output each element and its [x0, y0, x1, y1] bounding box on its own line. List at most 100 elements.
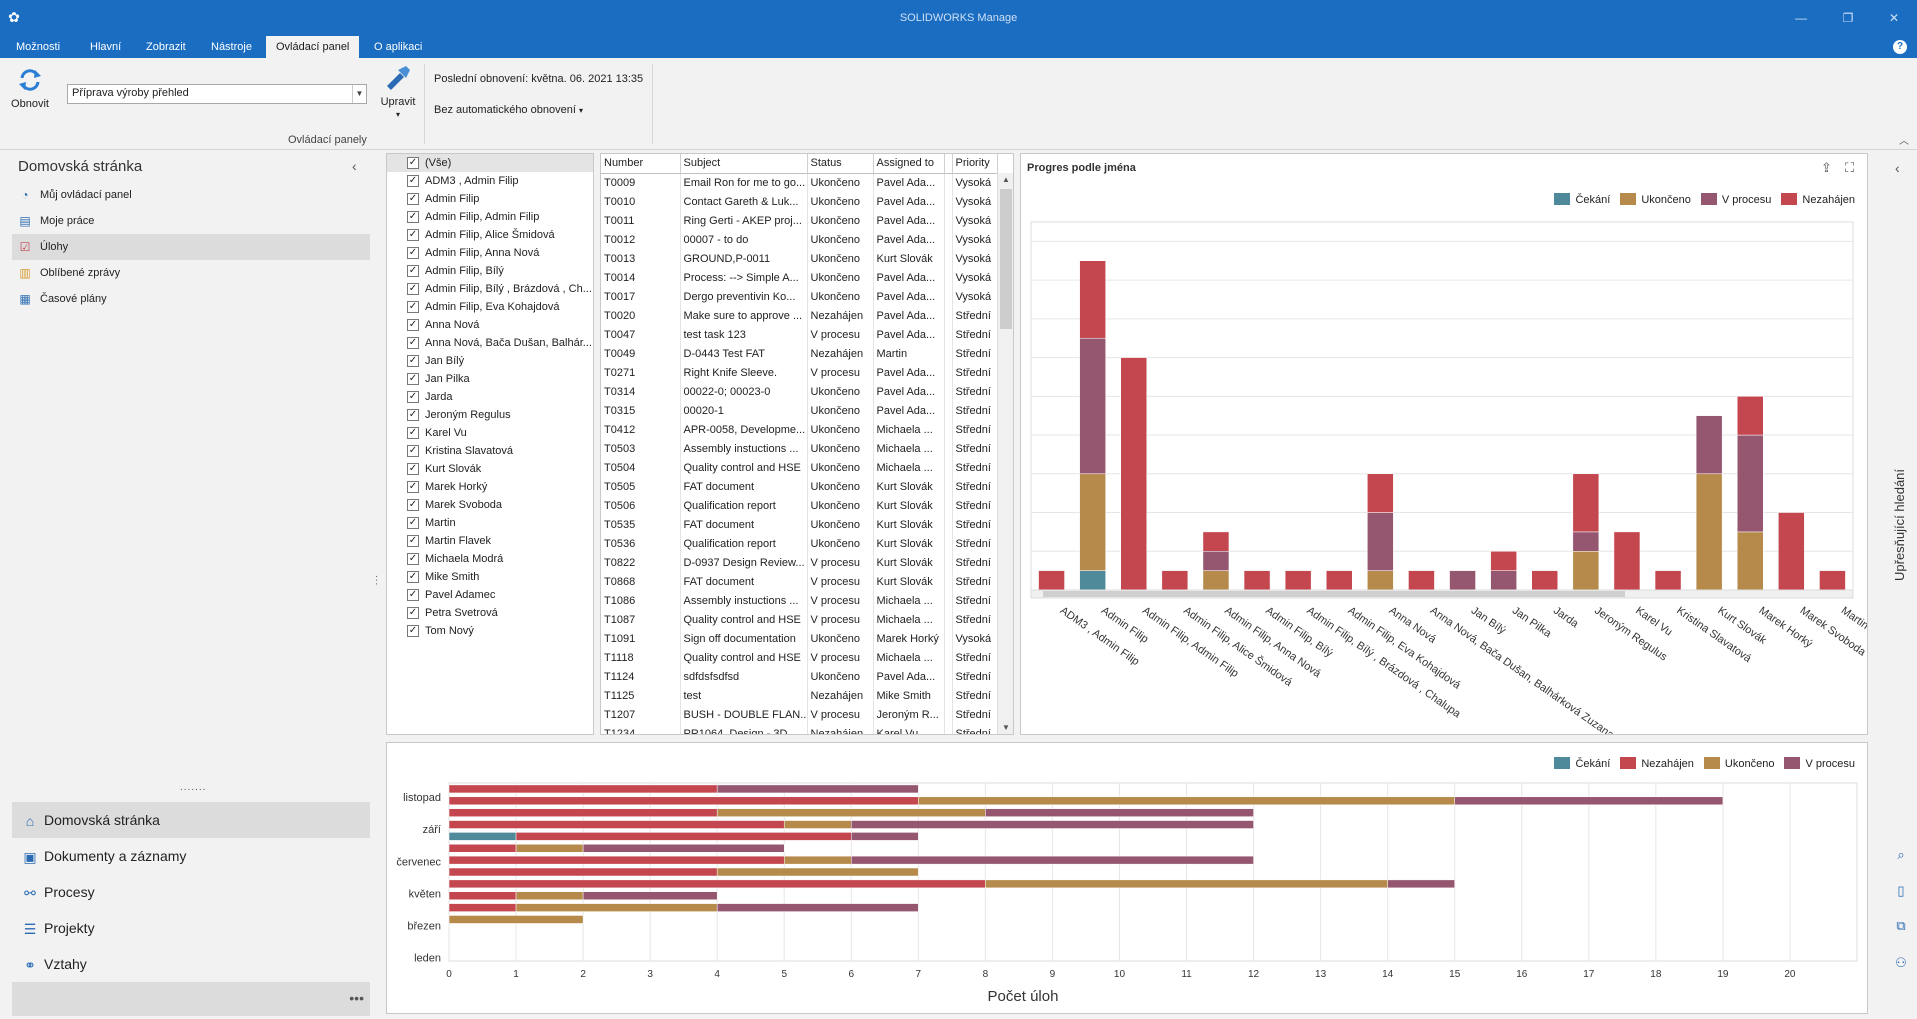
checkbox[interactable]: ✓	[407, 175, 419, 187]
checkbox[interactable]: ✓	[407, 373, 419, 385]
help-icon[interactable]: ?	[1893, 40, 1907, 54]
checkbox[interactable]: ✓	[407, 625, 419, 637]
filter-item[interactable]: ✓ Admin Filip, Alice Šmidová	[387, 226, 593, 244]
nav-documents[interactable]: ▣ Dokumenty a záznamy	[12, 838, 370, 874]
table-row[interactable]: T0271 Right Knife Sleeve. V procesu Pavel A…	[601, 363, 998, 382]
checkbox[interactable]: ✓	[407, 481, 419, 493]
table-row[interactable]: T0013 GROUND,P-0011 Ukončeno Kurt Slovák Vys…	[601, 249, 998, 268]
checkbox[interactable]: ✓	[407, 265, 419, 277]
filter-item[interactable]: ✓ Martin	[387, 514, 593, 532]
filter-item[interactable]: ✓ Admin Filip, Anna Nová	[387, 244, 593, 262]
table-row[interactable]: T0315 00020-1 Ukončeno Pavel Ada... Střední	[601, 401, 998, 420]
table-row[interactable]: T0535 FAT document Ukončeno Kurt Slovák Stře…	[601, 515, 998, 534]
tab-main[interactable]: Hlavní	[90, 41, 122, 53]
document-lock-icon[interactable]: ▯	[1897, 883, 1905, 898]
sidebar-item-my-dashboard[interactable]: ◔ Můj ovládací panel	[12, 182, 370, 208]
column-header[interactable]: Number	[601, 154, 681, 174]
table-row[interactable]: T0010 Contact Gareth & Luk... Ukončeno Pave…	[601, 192, 998, 211]
checkbox[interactable]: ✓	[407, 409, 419, 421]
checkbox[interactable]: ✓	[407, 355, 419, 367]
close-icon[interactable]: ✕	[1888, 11, 1900, 25]
table-row[interactable]: T0020 Make sure to approve ... Nezahájen Pa…	[601, 306, 998, 325]
tab-about[interactable]: O aplikaci	[374, 41, 423, 53]
table-row[interactable]: T0011 Ring Gerti - AKEP proj... Ukončeno Pa…	[601, 211, 998, 230]
filter-item[interactable]: ✓ Jan Bílý	[387, 352, 593, 370]
nav-home[interactable]: ⌂ Domovská stránka	[12, 802, 370, 838]
tab-view[interactable]: Zobrazit	[146, 41, 186, 53]
table-row[interactable]: T0504 Quality control and HSE Ukončeno Mich…	[601, 458, 998, 477]
collapse-ribbon-icon[interactable]: ︿	[1899, 136, 1909, 147]
filter-item[interactable]: ✓ Tom Nový	[387, 622, 593, 640]
minimize-icon[interactable]: —	[1795, 11, 1807, 25]
checkbox[interactable]: ✓	[407, 301, 419, 313]
table-row[interactable]: T0012 00007 - to do Ukončeno Pavel Ada... Vy…	[601, 230, 998, 249]
table-row[interactable]: T0049 D-0443 Test FAT Nezahájen Martin Střed…	[601, 344, 998, 363]
nav-relations[interactable]: ⚭ Vztahy	[12, 946, 370, 982]
filter-item[interactable]: ✓ Jan Pilka	[387, 370, 593, 388]
table-row[interactable]: T0536 Qualification report Ukončeno Kurt Sl…	[601, 534, 998, 553]
checkbox[interactable]: ✓	[407, 427, 419, 439]
checkbox[interactable]: ✓	[407, 463, 419, 475]
splitter-handle[interactable]: .......	[180, 782, 207, 793]
checkbox[interactable]: ✓	[407, 445, 419, 457]
table-row[interactable]: T0009 Email Ron for me to go... Ukončeno Pa…	[601, 173, 998, 192]
table-row[interactable]: T0506 Qualification report Ukončeno Kurt Sl…	[601, 496, 998, 515]
table-row[interactable]: T0505 FAT document Ukončeno Kurt Slovák Stře…	[601, 477, 998, 496]
filter-item[interactable]: ✓ Karel Vu	[387, 424, 593, 442]
filter-item[interactable]: ✓ (Vše)	[387, 154, 593, 172]
restore-icon[interactable]: ❐	[1842, 11, 1854, 25]
chevron-down-icon[interactable]: ▼	[352, 85, 366, 103]
checkbox[interactable]: ✓	[407, 499, 419, 511]
table-row[interactable]: T1125 test Nezahájen Mike Smith Střední	[601, 686, 998, 705]
table-row[interactable]: T0014 Process: --> Simple A... Ukončeno Pav…	[601, 268, 998, 287]
filter-item[interactable]: ✓ Petra Svetrová	[387, 604, 593, 622]
checkbox[interactable]: ✓	[407, 553, 419, 565]
auto-refresh-dropdown[interactable]: Bez automatického obnovení ▾	[434, 104, 583, 116]
checkbox[interactable]: ✓	[407, 517, 419, 529]
nav-projects[interactable]: ☰ Projekty	[12, 910, 370, 946]
table-row[interactable]: T0868 FAT document V procesu Kurt Slovák Stř…	[601, 572, 998, 591]
table-row[interactable]: T1124 sdfdsfsdfsd Ukončeno Pavel Ada... Stře…	[601, 667, 998, 686]
checkbox[interactable]: ✓	[407, 283, 419, 295]
sidebar-item-favorite-reports[interactable]: ▥ Oblíbené zprávy	[12, 260, 370, 286]
table-row[interactable]: T0822 D-0937 Design Review... V procesu Kur…	[601, 553, 998, 572]
filter-item[interactable]: ✓ Admin Filip, Eva Kohajdová	[387, 298, 593, 316]
external-link-icon[interactable]: ⧉	[1896, 918, 1906, 933]
sidebar-item-my-work[interactable]: ▤ Moje práce	[12, 208, 370, 234]
checkbox[interactable]: ✓	[407, 337, 419, 349]
filter-item[interactable]: ✓ Kristina Slavatová	[387, 442, 593, 460]
checkbox[interactable]: ✓	[407, 247, 419, 259]
checkbox[interactable]: ✓	[407, 607, 419, 619]
export-icon[interactable]: ⇪	[1821, 160, 1832, 175]
table-row[interactable]: T1087 Quality control and HSE V procesu Mic…	[601, 610, 998, 629]
filter-item[interactable]: ✓ Jarda	[387, 388, 593, 406]
search-icon[interactable]: ⌕	[1897, 847, 1905, 862]
checkbox[interactable]: ✓	[407, 229, 419, 241]
filter-item[interactable]: ✓ Admin Filip, Bílý	[387, 262, 593, 280]
chevron-left-icon[interactable]: ‹	[352, 158, 357, 174]
column-header[interactable]: Assigned to	[873, 154, 945, 174]
table-row[interactable]: T1118 Quality control and HSE V procesu Mic…	[601, 648, 998, 667]
column-header[interactable]	[944, 154, 953, 174]
column-header[interactable]: Subject	[680, 154, 808, 174]
dashboard-select[interactable]: Příprava výroby přehled ▼	[67, 84, 367, 104]
refine-search-tab[interactable]: Upřesňující hledání	[1892, 469, 1907, 582]
table-row[interactable]: T0412 APR-0058, Developme... Ukončeno Micha…	[601, 420, 998, 439]
filter-item[interactable]: ✓ Kurt Slovák	[387, 460, 593, 478]
nav-processes[interactable]: ⚯ Procesy	[12, 874, 370, 910]
maximize-icon[interactable]: ⛶	[1845, 160, 1855, 175]
filter-item[interactable]: ✓ Michaela Modrá	[387, 550, 593, 568]
table-row[interactable]: T0017 Dergo preventivin Ko... Ukončeno Pave…	[601, 287, 998, 306]
filter-item[interactable]: ✓ Martin Flavek	[387, 532, 593, 550]
filter-item[interactable]: ✓ Marek Svoboda	[387, 496, 593, 514]
refresh-button[interactable]: Obnovit	[8, 66, 52, 110]
table-row[interactable]: T1234 PR1064_Design - 3D... Nezahájen Karel…	[601, 724, 998, 734]
table-row[interactable]: T1086 Assembly instuctions ... V procesu Mi…	[601, 591, 998, 610]
filter-item[interactable]: ✓ Admin Filip, Admin Filip	[387, 208, 593, 226]
filter-item[interactable]: ✓ Admin Filip, Bílý , Brázdová , Ch...	[387, 280, 593, 298]
scrollbar-thumb[interactable]	[1000, 189, 1012, 329]
filter-item[interactable]: ✓ Marek Horký	[387, 478, 593, 496]
checkbox[interactable]: ✓	[407, 319, 419, 331]
filter-item[interactable]: ✓ Jeroným Regulus	[387, 406, 593, 424]
filter-item[interactable]: ✓ ADM3 , Admin Filip	[387, 172, 593, 190]
